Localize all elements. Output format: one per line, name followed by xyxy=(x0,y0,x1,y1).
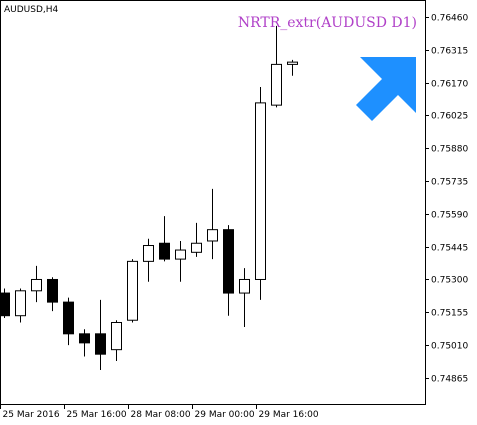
candle-body xyxy=(79,333,90,344)
price-tick-label: 0.76315 xyxy=(431,47,468,57)
indicator-label: NRTR_extr(AUDUSD D1) xyxy=(238,15,417,31)
price-tick-label: 0.76460 xyxy=(431,14,468,24)
candle-body xyxy=(175,249,186,260)
candle xyxy=(111,320,122,361)
candle xyxy=(223,225,234,316)
candle xyxy=(0,288,10,318)
candle xyxy=(255,87,266,300)
time-axis: 25 Mar 2016 25 Mar 16:00 28 Mar 08:00 29 Ma… xyxy=(0,404,319,420)
candle xyxy=(79,329,90,357)
candle-body xyxy=(271,63,282,106)
price-tick-label: 0.76170 xyxy=(431,80,468,90)
candle-body xyxy=(63,301,74,335)
candle-body xyxy=(255,102,266,280)
candle xyxy=(271,25,282,108)
time-tick-label: 25 Mar 16:00 xyxy=(67,410,127,420)
time-tick-label: 29 Mar 00:00 xyxy=(195,410,255,420)
price-tick-label: 0.75735 xyxy=(431,178,468,188)
price-tick-label: 0.75880 xyxy=(431,145,468,155)
time-tick-label: 28 Mar 08:00 xyxy=(131,410,191,420)
plot-frame xyxy=(0,0,426,405)
candle-body xyxy=(143,245,154,262)
candle-body xyxy=(127,260,138,321)
price-tick-label: 0.75445 xyxy=(431,244,468,254)
price-axis: 0.76460 0.76315 0.76170 0.76025 0.75880 0.757… xyxy=(425,14,468,385)
candle xyxy=(127,259,138,323)
candle-body xyxy=(159,242,170,260)
candle xyxy=(63,297,74,346)
price-tick-label: 0.75010 xyxy=(431,342,468,352)
candle-body xyxy=(191,242,202,253)
candle xyxy=(287,59,298,76)
price-tick-label: 0.75300 xyxy=(431,276,468,286)
candle-body xyxy=(0,292,10,317)
candle xyxy=(143,238,154,282)
time-tick-label: 25 Mar 2016 xyxy=(3,410,60,420)
symbol-label: AUDUSD,H4 xyxy=(4,5,59,15)
candles-layer xyxy=(0,25,298,371)
candle-body xyxy=(31,278,42,292)
candle-body xyxy=(47,278,58,303)
candle xyxy=(47,277,58,312)
candle xyxy=(175,240,186,282)
candle-body xyxy=(223,229,234,294)
price-tick-label: 0.74865 xyxy=(431,375,468,385)
candle xyxy=(191,222,202,257)
candle xyxy=(207,188,218,260)
candle xyxy=(95,299,106,371)
candle-body xyxy=(15,290,26,317)
candle xyxy=(159,216,170,262)
candle-body xyxy=(287,61,298,65)
candle xyxy=(239,268,250,328)
candle-body xyxy=(207,229,218,242)
candle-body xyxy=(111,321,122,351)
price-tick-label: 0.75155 xyxy=(431,309,468,319)
candle xyxy=(15,288,26,323)
up-right-arrow-icon xyxy=(356,57,416,121)
time-tick-label: 29 Mar 16:00 xyxy=(259,410,319,420)
candle-body xyxy=(95,333,106,355)
price-tick-label: 0.75590 xyxy=(431,211,468,221)
candle xyxy=(31,265,42,303)
price-tick-label: 0.76025 xyxy=(431,112,468,122)
candle-body xyxy=(239,278,250,294)
